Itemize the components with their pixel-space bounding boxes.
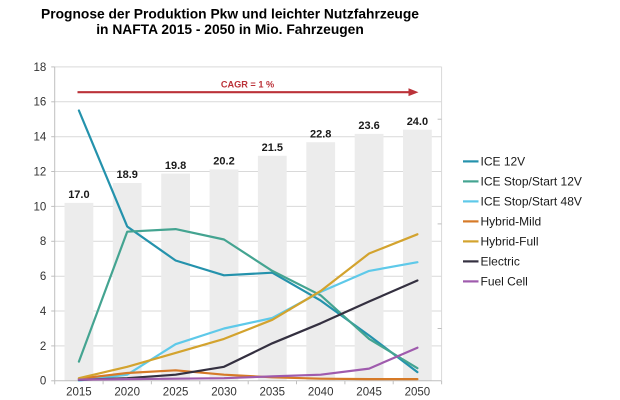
svg-text:ICE Stop/Start 12V: ICE Stop/Start 12V bbox=[481, 174, 582, 188]
svg-text:23.6: 23.6 bbox=[358, 120, 379, 132]
svg-text:2015: 2015 bbox=[66, 386, 92, 398]
svg-text:Prognose der Produktion Pkw un: Prognose der Produktion Pkw und leichter… bbox=[41, 7, 419, 22]
svg-text:16: 16 bbox=[34, 97, 47, 109]
svg-text:in NAFTA 2015 - 2050 in Mio. F: in NAFTA 2015 - 2050 in Mio. Fahrzeugen bbox=[96, 22, 364, 37]
svg-text:10: 10 bbox=[34, 201, 47, 213]
svg-text:8: 8 bbox=[40, 236, 46, 248]
svg-text:2050: 2050 bbox=[405, 386, 431, 398]
svg-text:2020: 2020 bbox=[114, 386, 140, 398]
svg-text:Fuel Cell: Fuel Cell bbox=[481, 274, 528, 288]
svg-text:19.8: 19.8 bbox=[165, 160, 186, 172]
svg-text:20.2: 20.2 bbox=[213, 156, 234, 168]
svg-text:21.5: 21.5 bbox=[262, 142, 283, 154]
svg-text:ICE Stop/Start 48V: ICE Stop/Start 48V bbox=[481, 194, 582, 208]
svg-text:CAGR = 1 %: CAGR = 1 % bbox=[221, 79, 274, 89]
svg-text:18.9: 18.9 bbox=[116, 169, 137, 181]
svg-text:22.8: 22.8 bbox=[310, 128, 331, 140]
svg-text:14: 14 bbox=[34, 132, 47, 144]
svg-text:2: 2 bbox=[40, 341, 46, 353]
svg-text:17.0: 17.0 bbox=[68, 189, 89, 201]
svg-text:18: 18 bbox=[34, 62, 47, 74]
svg-text:2040: 2040 bbox=[308, 386, 334, 398]
svg-text:4: 4 bbox=[40, 306, 47, 318]
svg-text:6: 6 bbox=[40, 271, 46, 283]
svg-text:2045: 2045 bbox=[356, 386, 382, 398]
svg-text:2025: 2025 bbox=[163, 386, 189, 398]
svg-text:Hybrid-Mild: Hybrid-Mild bbox=[481, 214, 542, 228]
svg-text:ICE 12V: ICE 12V bbox=[481, 154, 526, 168]
svg-text:Electric: Electric bbox=[481, 254, 520, 268]
svg-text:2035: 2035 bbox=[260, 386, 286, 398]
svg-text:12: 12 bbox=[34, 166, 47, 178]
svg-text:2030: 2030 bbox=[211, 386, 237, 398]
svg-text:Hybrid-Full: Hybrid-Full bbox=[481, 234, 539, 248]
svg-text:24.0: 24.0 bbox=[407, 116, 428, 128]
svg-text:0: 0 bbox=[40, 376, 46, 388]
